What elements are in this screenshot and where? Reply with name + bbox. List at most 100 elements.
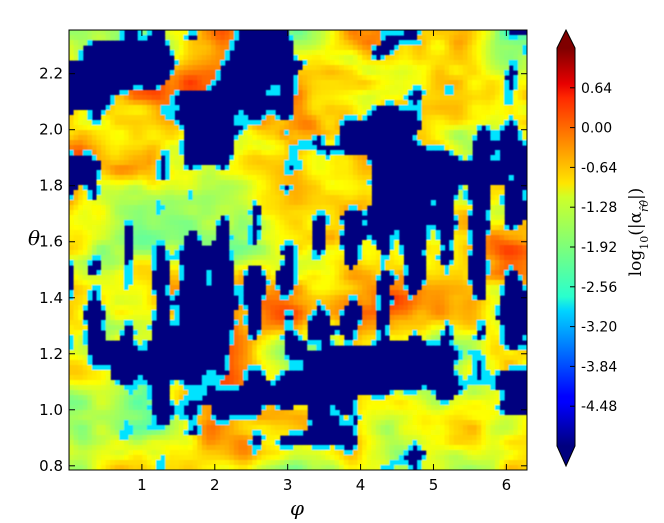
heatmap-cell (256, 240, 262, 246)
heatmap-cell (485, 395, 491, 401)
heatmap-cell (151, 225, 157, 231)
heatmap-cell (165, 150, 171, 156)
heatmap-cell (412, 135, 418, 141)
heatmap-cell (467, 305, 473, 311)
heatmap-cell (348, 165, 354, 171)
heatmap-cell (352, 45, 359, 51)
heatmap-cell (137, 295, 143, 301)
heatmap-cell (133, 175, 139, 181)
heatmap-cell (142, 390, 148, 396)
heatmap-cell (238, 235, 244, 241)
heatmap-cell (137, 125, 143, 131)
heatmap-cell (183, 80, 189, 86)
heatmap-cell (453, 345, 459, 351)
heatmap-cell (128, 90, 134, 96)
heatmap-cell (398, 400, 404, 406)
heatmap-cell (201, 230, 207, 236)
heatmap-cell (417, 320, 423, 326)
heatmap-cell (316, 190, 322, 196)
heatmap-cell (311, 95, 317, 101)
heatmap-cell (490, 385, 496, 391)
heatmap-cell (110, 280, 116, 286)
heatmap-cell (128, 100, 134, 106)
heatmap-cell (224, 360, 230, 366)
heatmap-cell (142, 200, 148, 206)
heatmap-cell (380, 430, 386, 436)
heatmap-cell (123, 405, 130, 411)
heatmap-cell (439, 100, 446, 106)
heatmap-cell (169, 230, 175, 236)
heatmap-cell (279, 305, 285, 311)
heatmap-cell (220, 30, 226, 36)
heatmap-cell (119, 120, 125, 126)
heatmap-cell (201, 390, 207, 396)
heatmap-cell (513, 95, 519, 101)
heatmap-cell (348, 70, 354, 76)
heatmap-cell (499, 45, 505, 51)
heatmap-cell (197, 185, 203, 191)
heatmap-cell (490, 280, 496, 286)
heatmap-cell (430, 305, 436, 311)
heatmap-cell (174, 165, 180, 171)
heatmap-cell (279, 205, 285, 211)
heatmap-cell (110, 415, 116, 421)
heatmap-cell (293, 170, 299, 176)
heatmap-cell (316, 275, 322, 281)
heatmap-cell (435, 275, 441, 281)
heatmap-cell (192, 420, 198, 426)
heatmap-cell (69, 45, 75, 51)
heatmap-cell (481, 50, 487, 56)
heatmap-cell (224, 170, 230, 176)
heatmap-cell (462, 50, 469, 56)
heatmap-cell (91, 205, 98, 211)
heatmap-cell (499, 360, 505, 366)
heatmap-cell (494, 260, 501, 266)
heatmap-cell (270, 120, 276, 126)
heatmap-cell (133, 190, 139, 196)
heatmap-cell (316, 110, 322, 116)
heatmap-cell (78, 435, 84, 441)
heatmap-cell (504, 365, 510, 371)
heatmap-cell (215, 75, 221, 81)
heatmap-cell (101, 195, 107, 201)
heatmap-cell (311, 50, 317, 56)
heatmap-cell (256, 245, 262, 251)
heatmap-cell (403, 265, 409, 271)
heatmap-cell (261, 250, 267, 256)
heatmap-cell (307, 100, 313, 106)
heatmap-cell (201, 50, 207, 56)
heatmap-cell (522, 65, 527, 71)
heatmap-cell (91, 375, 98, 381)
heatmap-cell (270, 355, 276, 361)
heatmap-cell (330, 135, 336, 141)
heatmap-cell (128, 205, 134, 211)
heatmap-cell (293, 160, 299, 166)
heatmap-cell (119, 35, 125, 41)
heatmap-cell (78, 140, 84, 146)
heatmap-cell (522, 35, 527, 41)
heatmap-cell (119, 415, 125, 421)
heatmap-cell (449, 400, 455, 406)
heatmap-cell (288, 415, 295, 421)
heatmap-cell (279, 335, 285, 341)
heatmap-cell (197, 405, 203, 411)
heatmap-cell (224, 45, 230, 51)
heatmap-cell (467, 110, 473, 116)
heatmap-cell (430, 275, 436, 281)
heatmap-cell (284, 220, 290, 226)
heatmap-cell (357, 395, 363, 401)
heatmap-cell (128, 260, 134, 266)
heatmap-cell (494, 295, 501, 301)
heatmap-cell (69, 395, 75, 401)
heatmap-cell (233, 195, 240, 201)
heatmap-cell (165, 230, 171, 236)
heatmap-cell (458, 410, 464, 416)
heatmap-cell (476, 50, 482, 56)
heatmap-cell (133, 255, 139, 261)
heatmap-cell (311, 105, 317, 111)
heatmap-cell (284, 355, 290, 361)
heatmap-cell (339, 80, 345, 86)
heatmap-cell (522, 90, 527, 96)
heatmap-cell (522, 140, 527, 146)
